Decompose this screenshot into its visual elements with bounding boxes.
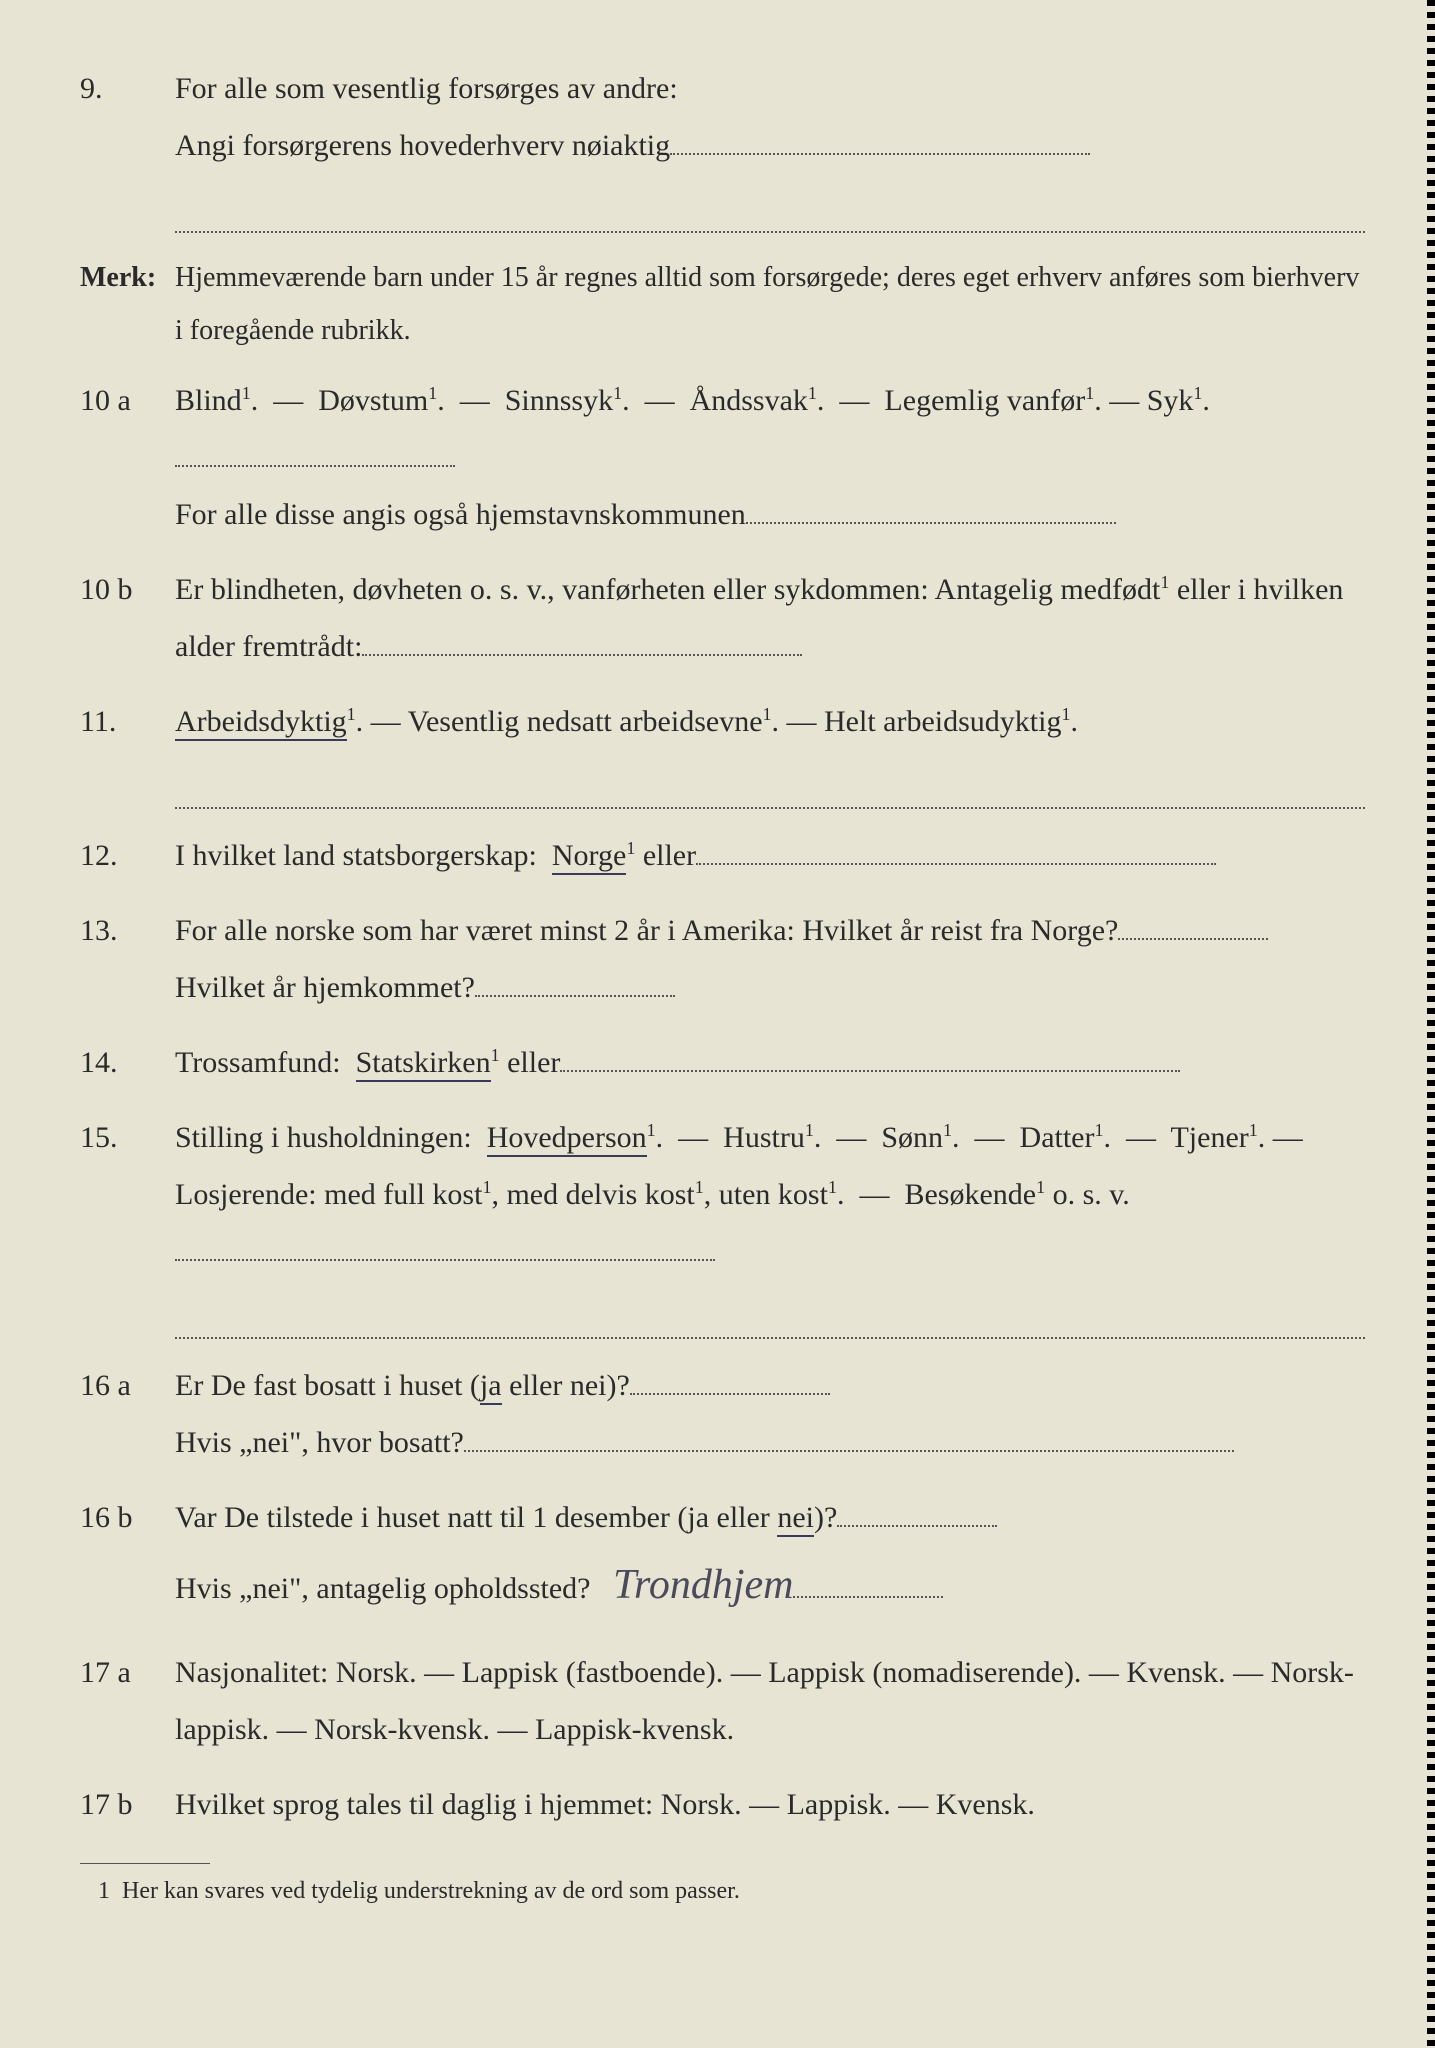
question-16b: 16 b Var De tilstede i huset natt til 1 … — [80, 1489, 1365, 1626]
q16a-ja: ja — [480, 1369, 502, 1405]
q16b-nei: nei — [777, 1501, 814, 1537]
q11-number: 11. — [80, 693, 175, 809]
q10a-opt: Sinnssyk — [505, 384, 613, 417]
q15-main: Hovedperson — [487, 1121, 647, 1157]
q17b-number: 17 b — [80, 1776, 175, 1833]
q9-line1: For alle som vesentlig forsørges av andr… — [175, 72, 678, 105]
q15-text: Stilling i husholdningen: — [175, 1121, 472, 1154]
q15-losj2: , med delvis kost — [491, 1178, 694, 1211]
footnote: 1 Her kan svares ved tydelig understrekn… — [80, 1869, 1365, 1915]
question-12: 12. I hvilket land statsborgerskap: Norg… — [80, 827, 1365, 884]
q9-line2: Angi forsørgerens hovederhverv nøiaktig — [175, 129, 670, 162]
q10a-opt: Døvstum — [318, 384, 428, 417]
merk-label: Merk: — [80, 251, 175, 304]
question-17b: 17 b Hvilket sprog tales til daglig i hj… — [80, 1776, 1365, 1833]
q12-after: eller — [635, 839, 696, 872]
q15-opt: Datter — [1020, 1121, 1095, 1154]
q14-number: 14. — [80, 1034, 175, 1091]
q15-opt: Hustru — [723, 1121, 805, 1154]
census-form-page: 9. For alle som vesentlig forsørges av a… — [0, 0, 1435, 1935]
q10a-opt: Syk — [1147, 384, 1194, 417]
question-14: 14. Trossamfund: Statskirken1 eller — [80, 1034, 1365, 1091]
q9-number: 9. — [80, 60, 175, 233]
q11-opt2: Vesentlig nedsatt arbeidsevne — [408, 705, 763, 738]
q11-opt1: Arbeidsdyktig — [175, 705, 347, 741]
q15-besok: Besøkende — [904, 1178, 1036, 1211]
q17a-text: Nasjonalitet: Norsk. — Lappisk (fastboen… — [175, 1644, 1365, 1758]
q16b-number: 16 b — [80, 1489, 175, 1626]
q12-opt: Norge — [552, 839, 626, 875]
q17b-text: Hvilket sprog tales til daglig i hjemmet… — [175, 1776, 1365, 1833]
question-10a: 10 a Blind1. — Døvstum1. — Sinnssyk1. — … — [80, 372, 1365, 543]
q16a-after: eller nei)? — [502, 1369, 630, 1402]
question-15: 15. Stilling i husholdningen: Hovedperso… — [80, 1109, 1365, 1339]
question-9: 9. For alle som vesentlig forsørges av a… — [80, 60, 1365, 233]
question-16a: 16 a Er De fast bosatt i huset (ja eller… — [80, 1357, 1365, 1471]
q12-number: 12. — [80, 827, 175, 884]
q14-text: Trossamfund: — [175, 1046, 341, 1079]
question-13: 13. For alle norske som har været minst … — [80, 902, 1365, 1016]
q13-line1: For alle norske som har været minst 2 år… — [175, 914, 1118, 947]
q15-losj: Losjerende: med full kost — [175, 1178, 482, 1211]
q14-after: eller — [500, 1046, 561, 1079]
q16a-line2: Hvis „nei", hvor bosatt? — [175, 1426, 464, 1459]
q13-line2: Hvilket år hjemkommet? — [175, 971, 475, 1004]
q14-opt: Statskirken — [356, 1046, 491, 1082]
q16b-text: Var De tilstede i huset natt til 1 desem… — [175, 1501, 777, 1534]
q10b-text1: Er blindheten, døvheten o. s. v., vanfør… — [175, 573, 1160, 606]
q16a-text: Er De fast bosatt i huset ( — [175, 1369, 480, 1402]
q16b-line2: Hvis „nei", antagelig opholdssted? — [175, 1572, 591, 1605]
q10a-line2: For alle disse angis også hjemstavnskomm… — [175, 498, 746, 531]
q10a-opt: Legemlig vanfør — [884, 384, 1085, 417]
q10a-opt: Blind — [175, 384, 242, 417]
q13-number: 13. — [80, 902, 175, 1016]
q15-opt: Tjener — [1170, 1121, 1248, 1154]
question-17a: 17 a Nasjonalitet: Norsk. — Lappisk (fas… — [80, 1644, 1365, 1758]
q12-text: I hvilket land statsborgerskap: — [175, 839, 537, 872]
q17a-number: 17 a — [80, 1644, 175, 1758]
q15-osv: o. s. v. — [1045, 1178, 1130, 1211]
q10a-opt: Åndssvak — [690, 384, 808, 417]
q11-opt3: Helt arbeidsudyktig — [824, 705, 1061, 738]
q10a-number: 10 a — [80, 372, 175, 543]
merk-text: Hjemmeværende barn under 15 år regnes al… — [175, 251, 1360, 357]
question-10b: 10 b Er blindheten, døvheten o. s. v., v… — [80, 561, 1365, 675]
q16b-after: )? — [814, 1501, 837, 1534]
q15-opt: Sønn — [881, 1121, 943, 1154]
q15-losj3: , uten kost — [704, 1178, 828, 1211]
q15-number: 15. — [80, 1109, 175, 1339]
q10b-number: 10 b — [80, 561, 175, 675]
q16b-answer: Trondhjem — [613, 1562, 793, 1608]
question-11: 11. Arbeidsdyktig1. — Vesentlig nedsatt … — [80, 693, 1365, 809]
film-edge — [1427, 0, 1435, 2048]
q16a-number: 16 a — [80, 1357, 175, 1471]
merk-note: Merk:Hjemmeværende barn under 15 år regn… — [80, 251, 1365, 357]
